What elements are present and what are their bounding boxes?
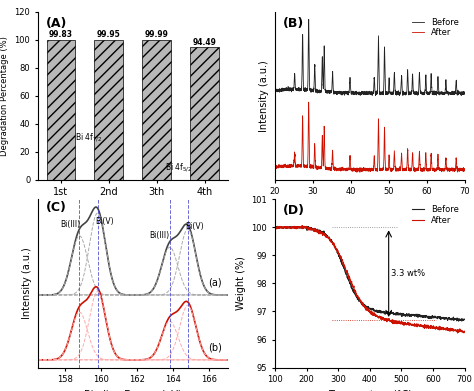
Line: Before: Before xyxy=(275,226,465,321)
Text: Bi(III): Bi(III) xyxy=(60,220,81,229)
Line: Before: Before xyxy=(275,20,465,95)
Text: 94.49: 94.49 xyxy=(192,38,217,47)
After xyxy=(292,226,297,230)
Before xyxy=(458,93,464,98)
Text: (a): (a) xyxy=(209,278,222,288)
Text: Bi(V): Bi(V) xyxy=(95,217,114,226)
After xyxy=(306,100,311,104)
After xyxy=(402,320,408,325)
Before xyxy=(345,92,351,97)
Bar xyxy=(190,47,219,180)
After xyxy=(462,166,467,171)
Before xyxy=(294,87,300,91)
X-axis label: 2 θ (degree): 2 θ (degree) xyxy=(340,202,400,212)
Before xyxy=(349,286,355,291)
Bar xyxy=(94,40,123,180)
After xyxy=(300,223,305,228)
X-axis label: Temperature (°C): Temperature (°C) xyxy=(328,390,412,391)
Before xyxy=(462,91,467,96)
Y-axis label: Intensity (a.u.): Intensity (a.u.) xyxy=(22,248,32,319)
Text: Bi 4f$_{5/2}$: Bi 4f$_{5/2}$ xyxy=(165,161,192,174)
Before xyxy=(420,315,426,320)
X-axis label: Binding Energy (eV): Binding Energy (eV) xyxy=(84,390,182,391)
Text: (A): (A) xyxy=(46,17,67,30)
Bar xyxy=(46,40,75,180)
Text: 3.3 wt%: 3.3 wt% xyxy=(391,269,425,278)
Text: 99.83: 99.83 xyxy=(49,30,73,39)
After xyxy=(349,281,355,285)
Text: (b): (b) xyxy=(208,343,222,353)
Y-axis label: Intensity (a.u.): Intensity (a.u.) xyxy=(259,60,269,132)
After xyxy=(353,166,359,171)
Text: (D): (D) xyxy=(283,204,304,217)
After xyxy=(272,165,278,169)
After xyxy=(294,164,300,169)
Text: (C): (C) xyxy=(46,201,66,214)
Before xyxy=(272,88,278,93)
Before xyxy=(272,225,278,230)
Legend: Before, After: Before, After xyxy=(410,204,460,226)
After xyxy=(305,159,310,164)
After xyxy=(438,168,443,173)
Text: 99.95: 99.95 xyxy=(97,30,121,39)
Before xyxy=(462,317,467,322)
After xyxy=(420,324,426,328)
Before xyxy=(458,91,464,96)
Before xyxy=(438,90,443,95)
Before xyxy=(356,296,362,301)
After xyxy=(455,331,460,335)
Text: 99.99: 99.99 xyxy=(145,30,169,39)
Before xyxy=(402,314,408,319)
Line: After: After xyxy=(275,102,465,172)
Before xyxy=(305,84,310,89)
Y-axis label: Weight (%): Weight (%) xyxy=(236,256,246,310)
Before xyxy=(353,91,359,96)
After xyxy=(356,296,362,300)
Before xyxy=(456,319,462,323)
Text: (B): (B) xyxy=(283,17,304,30)
After xyxy=(458,168,464,172)
Line: After: After xyxy=(275,226,465,333)
Bar xyxy=(142,40,171,180)
After xyxy=(424,326,429,330)
Before xyxy=(292,226,297,230)
Before xyxy=(291,224,297,229)
After xyxy=(462,329,467,334)
After xyxy=(345,167,351,172)
Legend: Before, After: Before, After xyxy=(410,16,460,39)
Y-axis label: Degradation Percentage (%): Degradation Percentage (%) xyxy=(0,36,9,156)
Before xyxy=(424,314,429,319)
Before xyxy=(306,17,311,22)
Text: Bi(V): Bi(V) xyxy=(186,222,204,231)
After xyxy=(272,225,278,230)
Text: Bi 4f$_{7/2}$: Bi 4f$_{7/2}$ xyxy=(75,131,102,144)
After xyxy=(357,170,363,174)
Text: Bi(III): Bi(III) xyxy=(149,231,169,240)
